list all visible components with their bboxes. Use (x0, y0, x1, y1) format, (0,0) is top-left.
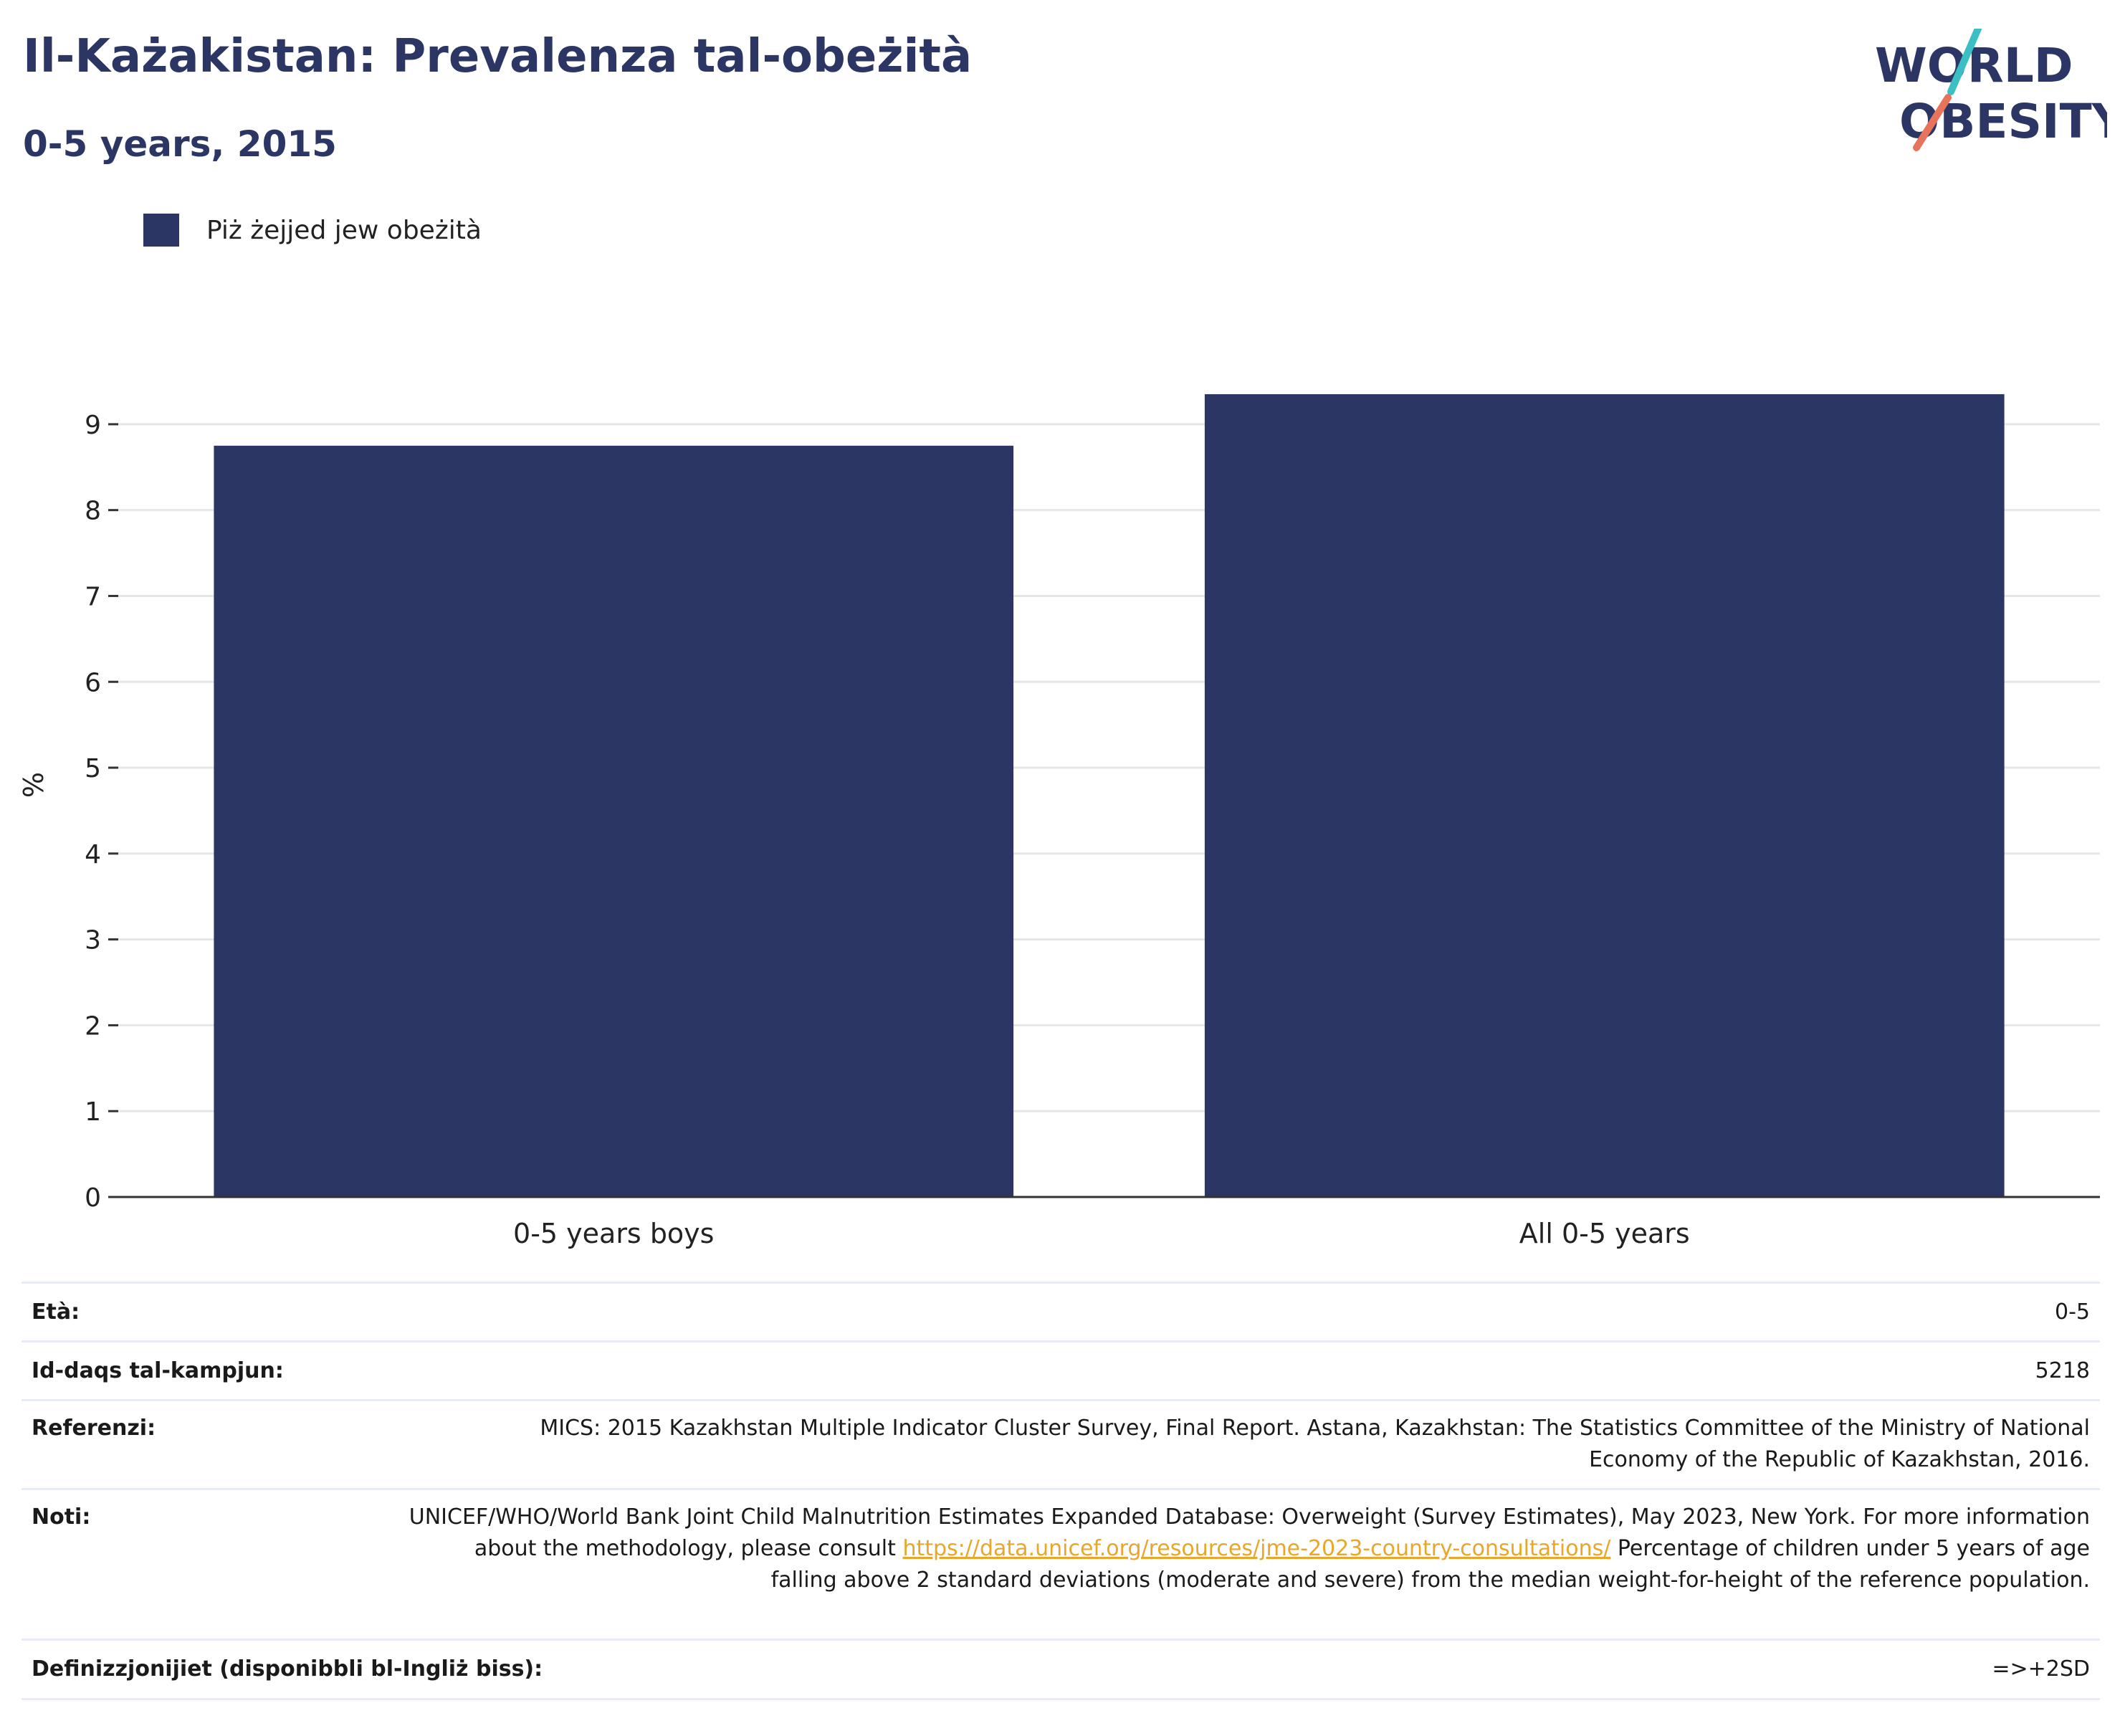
chart-title: Il-Każakistan: Prevalenza tal-obeżità (23, 30, 973, 83)
age-value: 0-5 (2055, 1299, 2090, 1325)
y-axis-label: % (18, 772, 49, 798)
y-tick-label: 0 (85, 1183, 101, 1213)
bar (1204, 394, 2005, 1197)
x-tick-label: 0-5 years boys (513, 1218, 714, 1249)
x-tick-label: All 0-5 years (1519, 1218, 1690, 1249)
logo-slash-coral (1913, 94, 1952, 151)
references-value: MICS: 2015 Kazakhstan Multiple Indicator… (540, 1416, 2090, 1472)
bars (214, 394, 2005, 1197)
notes-text-2: Percentage of children under 5 years of … (770, 1536, 2090, 1593)
legend: Piż żejjed jew obeżità (143, 214, 482, 247)
notes-text-1: UNICEF/WHO/World Bank Joint Child Malnut… (409, 1504, 2090, 1561)
x-tick-labels: 0-5 years boys All 0-5 years (513, 1218, 1690, 1249)
notes-link[interactable]: https://data.unicef.org/resources/jme-20… (902, 1536, 1611, 1561)
references-label: Referenzi: (32, 1416, 156, 1441)
y-tick-label: 7 (85, 582, 101, 611)
y-tick-label: 4 (85, 840, 101, 869)
info-row-sample: Id-daqs tal-kampjun: 5218 (22, 1340, 2100, 1399)
definitions-label: Definizzjonijiet (disponibbli bl-Ingliż … (32, 1656, 543, 1682)
y-tick-label: 5 (85, 754, 101, 783)
sample-value: 5218 (2035, 1358, 2090, 1383)
y-tick-label: 2 (85, 1011, 101, 1041)
info-row-definitions: Definizzjonijiet (disponibbli bl-Ingliż … (22, 1639, 2100, 1700)
world-obesity-logo: WORLD OBESITY (1875, 29, 2107, 151)
info-row-age: Età: 0-5 (22, 1282, 2100, 1340)
legend-swatch (143, 214, 179, 247)
notes-value: UNICEF/WHO/World Bank Joint Child Malnut… (406, 1502, 2090, 1639)
y-tick-labels: 0 1 2 3 4 5 6 7 8 9 (85, 411, 101, 1213)
y-tick-label: 8 (85, 497, 101, 526)
info-table: Età: 0-5 Id-daqs tal-kampjun: 5218 Refer… (22, 1282, 2100, 1700)
age-label: Età: (32, 1299, 80, 1325)
legend-label: Piż żejjed jew obeżità (206, 215, 482, 245)
bar-chart: 0 1 2 3 4 5 6 7 8 9 0-5 years boys All 0-5 years % (18, 394, 2100, 1249)
y-tick-label: 9 (85, 411, 101, 440)
y-tick-label: 6 (85, 668, 101, 697)
logo-slash-teal (1947, 29, 1982, 95)
notes-label: Noti: (32, 1504, 91, 1530)
sample-label: Id-daqs tal-kampjun: (32, 1358, 284, 1383)
info-row-references: Referenzi: MICS: 2015 Kazakhstan Multipl… (22, 1399, 2100, 1488)
chart-subtitle: 0-5 years, 2015 (23, 123, 337, 165)
y-tick-label: 3 (85, 926, 101, 955)
definitions-value: =>+2SD (1992, 1656, 2090, 1682)
y-tick-label: 1 (85, 1097, 101, 1127)
info-row-notes: Noti: UNICEF/WHO/World Bank Joint Child … (22, 1488, 2100, 1639)
bar (214, 445, 1014, 1197)
